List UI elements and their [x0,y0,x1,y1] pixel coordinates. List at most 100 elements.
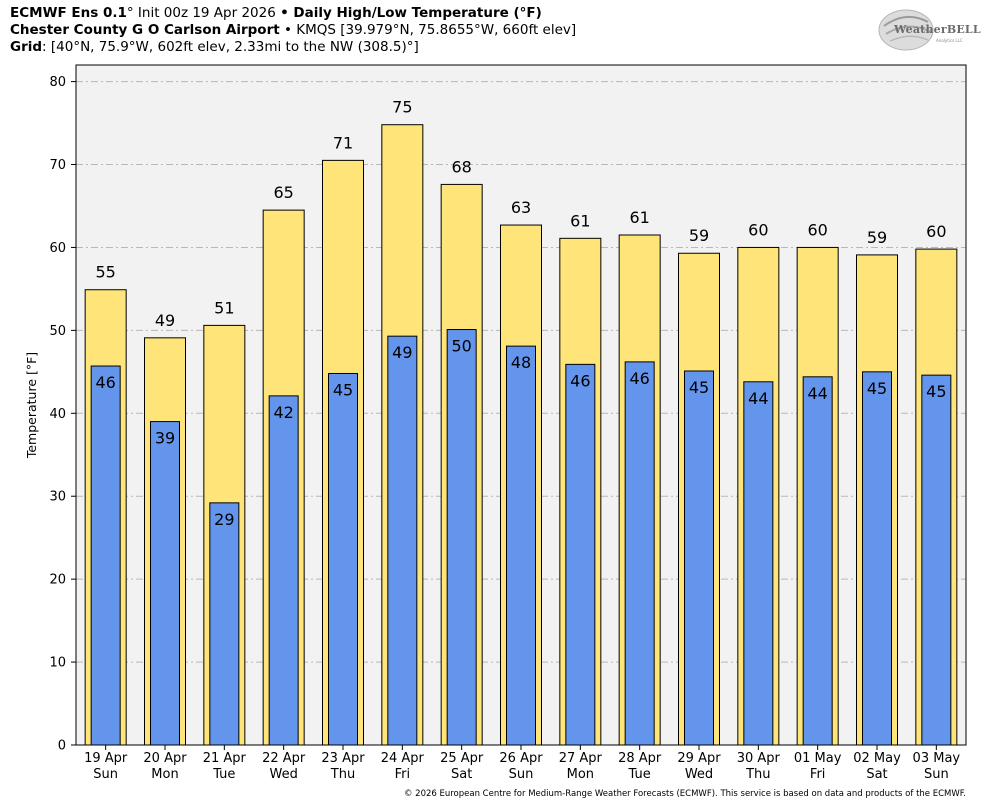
y-tick-label: 30 [49,490,66,505]
x-tick-date: 23 Apr [321,751,365,766]
y-tick-label: 70 [49,158,66,173]
low-temp-label: 48 [511,353,531,372]
x-tick-day: Mon [567,767,594,782]
high-temp-label: 61 [629,208,649,227]
low-temp-bar [150,421,180,746]
grid-info: : [40°N, 75.9°W, 602ft elev, 2.33mi to t… [42,39,419,55]
logo-text: WeatherBELL [894,23,981,36]
high-temp-label: 55 [95,263,115,282]
low-temp-bar [921,374,952,746]
logo-swirl-icon [878,9,934,51]
high-temp-label: 49 [155,311,175,330]
high-temp-label: 60 [926,222,946,241]
low-temp-bar [624,361,655,746]
x-tick-date: 01 May [794,751,842,766]
low-temp-label: 49 [392,343,412,362]
x-tick-date: 20 Apr [143,751,187,766]
x-tick-day: Sun [509,767,534,782]
y-axis-label: Temperature [°F] [24,352,39,459]
station-name: Chester County G O Carlson Airport [10,22,280,38]
x-tick-date: 02 May [853,751,901,766]
x-tick-date: 24 Apr [381,751,425,766]
low-temp-label: 45 [926,382,946,401]
high-temp-label: 71 [333,133,353,152]
y-tick-label: 60 [49,241,66,256]
low-temp-bar [90,365,121,746]
x-tick-day: Wed [685,767,713,782]
product-title: Daily High/Low Temperature (°F) [288,5,542,21]
high-temp-label: 75 [392,98,412,117]
low-temp-label: 46 [95,373,115,392]
header-line-model: ECMWF Ens 0.1° Init 00z 19 Apr 2026 • Da… [10,5,542,22]
header-line-grid: Grid: [40°N, 75.9°W, 602ft elev, 2.33mi … [10,39,419,56]
x-tick-day: Sun [924,767,949,782]
degree-mark: ° [126,5,134,21]
x-tick-date: 19 Apr [84,751,128,766]
x-tick-day: Sat [451,767,472,782]
x-tick-day: Sun [93,767,118,782]
x-tick-date: 27 Apr [559,751,603,766]
low-temp-label: 44 [807,384,827,403]
y-tick-label: 40 [49,407,66,422]
model-name: ECMWF Ens 0.1 [10,5,127,21]
weatherbell-logo: WeatherBELL Analytics LLC [876,6,981,56]
bullet: • [280,5,289,21]
high-temp-label: 59 [867,228,887,247]
y-tick-label: 50 [49,324,66,339]
logo-subtext: Analytics LLC [936,38,963,43]
high-temp-label: 68 [451,157,471,176]
low-temp-label: 44 [748,389,768,408]
low-temp-label: 29 [214,510,234,529]
low-temp-bar [802,376,833,746]
init-time: Init 00z 19 Apr 2026 [133,5,281,21]
station-info: • KMQS [39.979°N, 75.8655°W, 660ft elev] [279,22,577,38]
x-tick-date: 29 Apr [677,751,721,766]
y-tick-label: 10 [49,656,66,671]
low-temp-label: 46 [570,371,590,390]
x-tick-day: Thu [745,767,770,782]
x-tick-day: Wed [269,767,297,782]
x-tick-day: Tue [212,767,235,782]
high-temp-label: 59 [689,226,709,245]
high-temp-label: 60 [807,220,827,239]
y-tick-label: 0 [58,739,66,754]
x-tick-day: Mon [151,767,178,782]
x-tick-date: 22 Apr [262,751,306,766]
low-temp-label: 46 [629,369,649,388]
y-tick-label: 20 [49,573,66,588]
low-temp-bar [862,371,892,746]
x-tick-day: Fri [810,767,826,782]
x-tick-day: Tue [628,767,651,782]
low-temp-label: 45 [867,379,887,398]
low-temp-label: 42 [273,403,293,422]
x-tick-date: 26 Apr [499,751,543,766]
x-tick-date: 28 Apr [618,751,662,766]
x-tick-date: 21 Apr [203,751,247,766]
x-tick-day: Sat [866,767,887,782]
low-temp-label: 39 [155,429,175,448]
high-temp-label: 65 [273,183,293,202]
grid-label: Grid [10,39,43,55]
x-tick-date: 25 Apr [440,751,484,766]
plot-frame [75,64,967,746]
high-temp-label: 60 [748,220,768,239]
low-temp-label: 45 [689,378,709,397]
low-temp-bar [209,502,240,746]
x-tick-date: 03 May [913,751,961,766]
low-temp-bar [743,381,774,746]
low-temp-label: 50 [451,337,471,356]
low-temp-bar [268,395,299,746]
low-temp-bar [565,363,596,746]
x-tick-date: 30 Apr [737,751,781,766]
y-tick-label: 80 [49,75,66,90]
low-temp-bar [684,370,714,746]
low-temp-bar [506,345,536,746]
high-temp-label: 51 [214,298,234,317]
x-tick-day: Thu [330,767,355,782]
high-temp-label: 61 [570,211,590,230]
header-line-station: Chester County G O Carlson Airport • KMQ… [10,22,576,39]
copyright-footer: © 2026 European Centre for Medium-Range … [403,789,966,799]
x-tick-day: Fri [395,767,411,782]
low-temp-label: 45 [333,380,353,399]
